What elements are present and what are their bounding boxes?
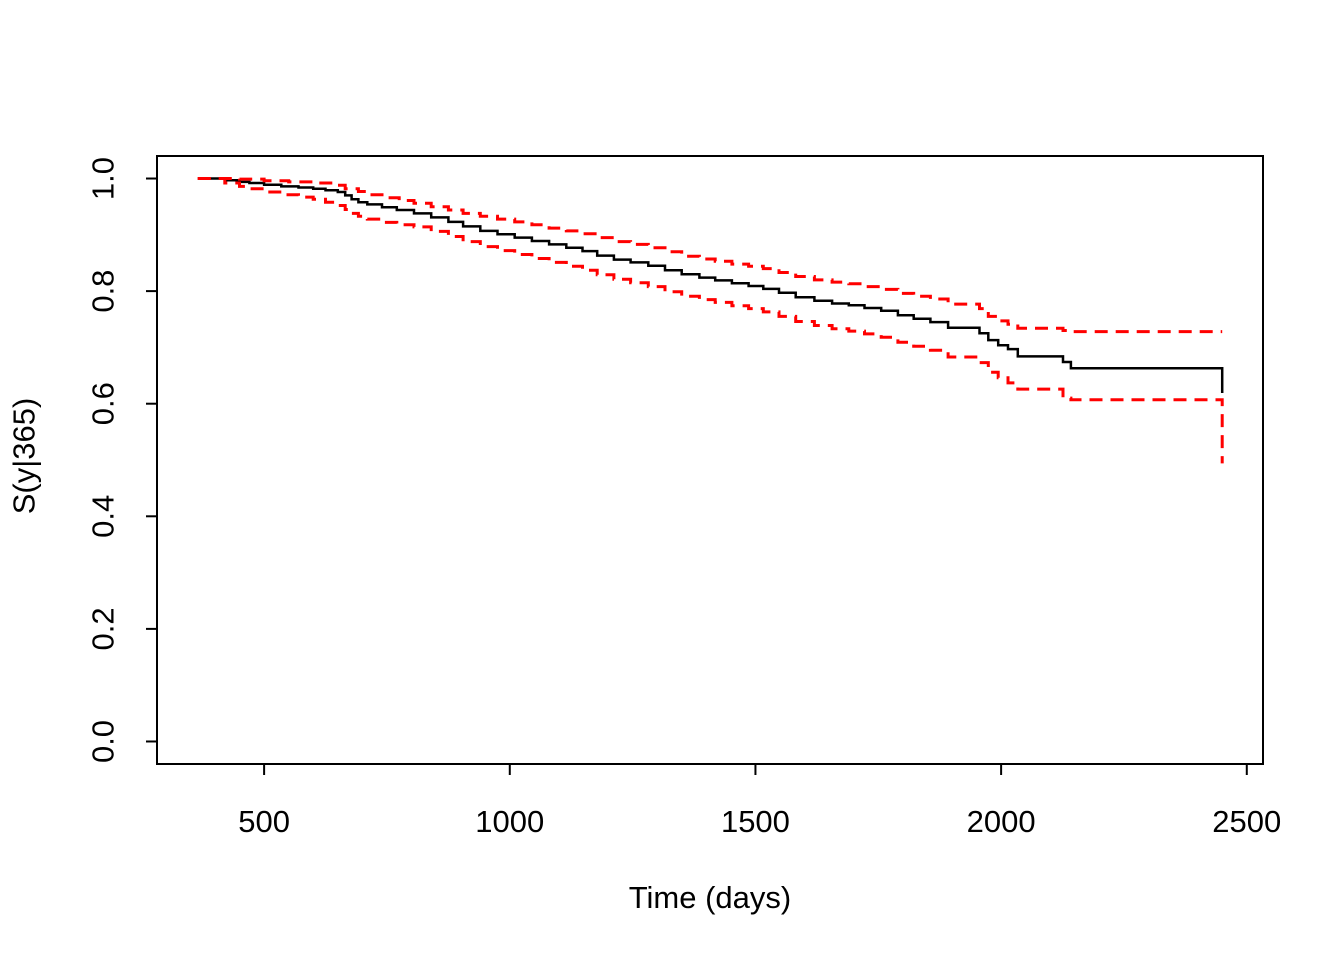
y-tick-label: 0.6 xyxy=(86,382,121,425)
x-axis-title: Time (days) xyxy=(629,880,791,915)
x-tick-label: 1500 xyxy=(721,804,790,839)
x-tick-label: 2500 xyxy=(1212,804,1281,839)
y-tick-label: 0.0 xyxy=(86,720,121,763)
lower-confidence-band-line xyxy=(197,177,1224,464)
x-axis-ticks: 500 1000 1500 2000 2500 xyxy=(238,765,1281,839)
plot-series xyxy=(197,177,1224,464)
x-tick-label: 1000 xyxy=(475,804,544,839)
x-tick-label: 500 xyxy=(238,804,290,839)
survival-estimate-line xyxy=(197,177,1224,393)
y-tick-label: 0.8 xyxy=(86,270,121,313)
y-tick-label: 1.0 xyxy=(86,157,121,200)
y-axis-ticks: 0.0 0.2 0.4 0.6 0.8 1.0 xyxy=(86,157,156,763)
plot-border xyxy=(156,155,1264,765)
y-tick-label: 0.4 xyxy=(86,495,121,538)
x-tick-label: 2000 xyxy=(967,804,1036,839)
y-tick-label: 0.2 xyxy=(86,607,121,650)
y-axis-title: S(y|365) xyxy=(7,398,42,515)
upper-confidence-band-line xyxy=(197,177,1223,334)
